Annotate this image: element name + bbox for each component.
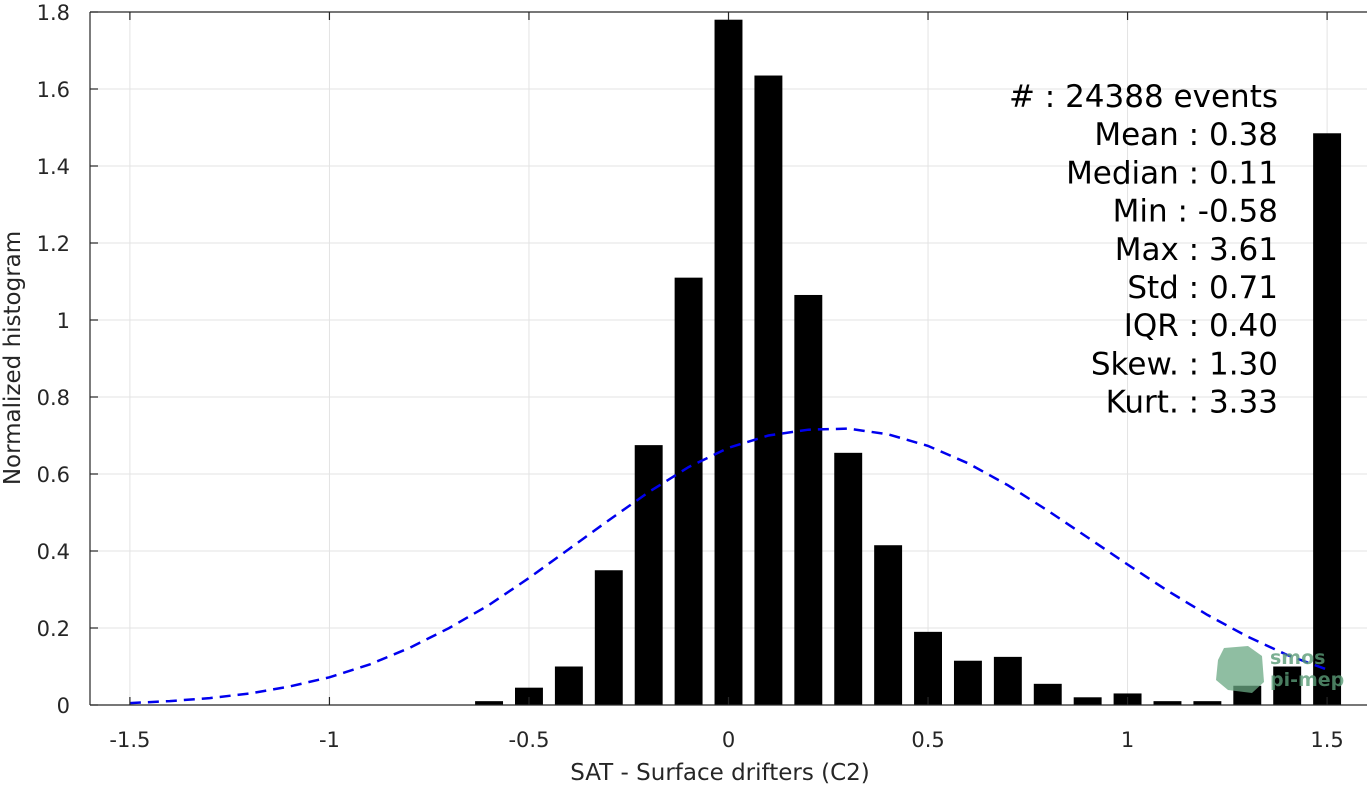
x-tick-label-0: -1.5 [109,728,150,752]
histogram-bar-14 [1033,683,1062,705]
y-tick-label-5: 1 [57,309,70,333]
histogram-bar-5 [674,277,703,705]
stat-line-8: Kurt. : 3.33 [1106,385,1278,421]
stat-line-7: Skew. : 1.30 [1091,346,1278,382]
x-tick-labels: -1.5 -1 -0.5 0 0.5 1 1.5 [109,728,1343,752]
y-tick-label-8: 1.6 [37,78,70,102]
y-tick-label-7: 1.4 [37,155,70,179]
y-tick-label-9: 1.8 [37,1,70,25]
stat-line-2: Median : 0.11 [1066,155,1278,191]
y-tick-label-1: 0.2 [37,617,70,641]
histogram-bar-11 [914,631,942,705]
histogram-bar-21 [1313,133,1342,705]
histogram-bar-8 [794,294,823,705]
x-tick-label-1: -1 [319,728,340,752]
stat-line-3: Min : -0.58 [1113,194,1278,230]
histogram-bar-4 [634,445,663,705]
histogram-bar-12 [953,660,982,705]
axes [89,11,1367,706]
y-tick-label-4: 0.8 [37,386,70,410]
y-tick-labels: 0 0.2 0.4 0.6 0.8 1 1.2 1.4 1.6 1.8 [37,1,70,718]
histogram-bar-9 [834,452,863,705]
x-tick-label-4: 0.5 [911,728,944,752]
logo-line2: pi-mep [1270,669,1344,691]
histogram-bar-13 [993,656,1022,705]
histogram-bar-2 [554,666,583,705]
y-tick-label-0: 0 [57,694,70,718]
y-tick-label-3: 0.6 [37,463,70,487]
histogram-bar-3 [594,570,623,705]
stat-line-0: # : 24388 events [1009,79,1278,115]
stat-line-4: Max : 3.61 [1115,232,1278,268]
y-tick-label-2: 0.4 [37,540,70,564]
y-axis-title: Normalized histogram [0,231,26,485]
x-axis-title: SAT - Surface drifters (C2) [570,760,870,785]
histogram-bar-15 [1073,697,1102,705]
smos-pi-mep-logo: smos pi-mep [1216,646,1344,693]
histogram-bar-6 [714,19,743,705]
histogram-bar-18 [1193,701,1222,705]
x-tick-label-2: -0.5 [508,728,549,752]
x-tick-label-6: 1.5 [1310,728,1343,752]
histogram-bar-1 [515,687,543,705]
stat-line-5: Std : 0.71 [1127,270,1278,306]
histogram-bar-20 [1273,666,1302,705]
logo-mark [1216,646,1264,693]
stat-line-1: Mean : 0.38 [1094,117,1278,153]
y-tick-label-6: 1.2 [37,232,70,256]
histogram-bar-17 [1153,701,1182,705]
histogram-bar-0 [475,701,504,705]
histogram-bar-10 [874,545,903,705]
x-tick-label-5: 1 [1121,728,1134,752]
logo-line1: smos [1270,647,1325,669]
x-tick-label-3: 0 [722,728,735,752]
histogram-bar-7 [754,75,783,705]
normal-fit-curve [129,427,1328,705]
stat-line-6: IQR : 0.40 [1124,308,1278,344]
